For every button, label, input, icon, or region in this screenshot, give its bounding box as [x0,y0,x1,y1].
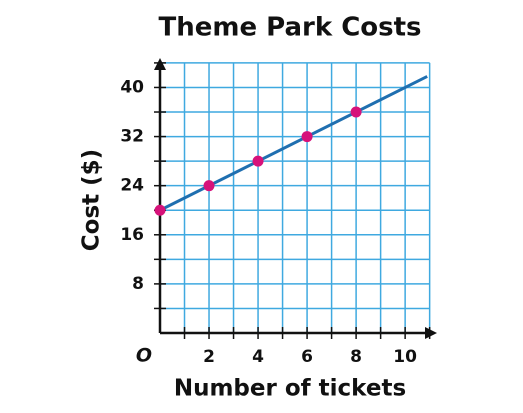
x-tick-label: 2 [203,347,215,367]
y-axis-label: Cost ($) [79,149,105,251]
origin-label: O [136,345,152,367]
data-point [252,155,264,167]
y-tick-label: 24 [120,176,144,196]
x-axis-arrow [425,327,437,339]
data-point [350,106,362,118]
x-tick-label: 4 [252,347,264,367]
y-tick-label: 32 [120,127,144,147]
chart-title: Theme Park Costs [158,13,421,43]
data-point [154,204,166,216]
data-point [301,131,313,143]
y-tick-label: 8 [132,274,144,294]
data-line [159,75,428,212]
y-tick-label: 16 [120,225,144,245]
x-axis-label: Number of tickets [174,376,406,402]
data-point [203,180,215,192]
x-tick-label: 6 [301,347,313,367]
x-tick-label: 10 [393,347,417,367]
y-axis-arrow [154,58,166,70]
y-tick-label: 40 [120,77,144,97]
x-tick-label: 8 [350,347,362,367]
